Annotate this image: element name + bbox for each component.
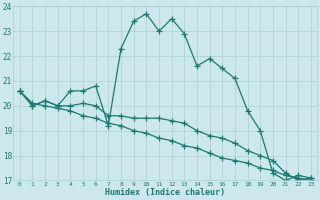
X-axis label: Humidex (Indice chaleur): Humidex (Indice chaleur) [105,188,225,197]
